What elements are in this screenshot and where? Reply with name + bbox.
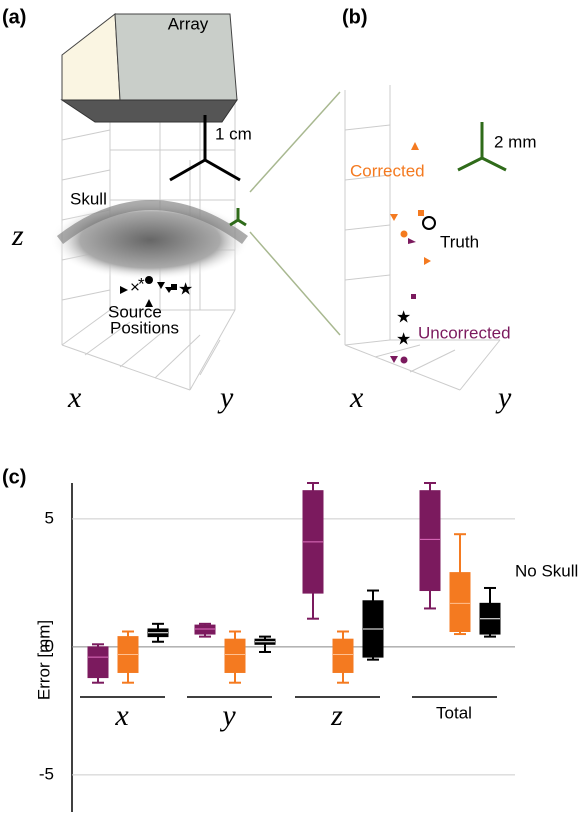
source-label: Source: [108, 302, 162, 321]
scale-bar: [457, 122, 507, 172]
box: [224, 638, 246, 673]
truth-marker: [422, 216, 436, 230]
corrected-markers: ★: [390, 142, 431, 326]
svg-text:★: ★: [396, 329, 411, 348]
axis-label: z: [11, 219, 24, 252]
panel-label: (b): [342, 6, 368, 28]
zoom-marker: [229, 208, 247, 227]
skull-image: [50, 200, 250, 280]
axis-label: y: [495, 381, 512, 414]
group-label: z: [330, 699, 343, 732]
group-label: Total: [436, 703, 472, 722]
svg-text:★: ★: [396, 307, 411, 326]
group-label: x: [114, 699, 129, 732]
svg-text:×: ×: [130, 277, 140, 296]
box: [332, 638, 354, 673]
corrected-label: Corrected: [350, 161, 425, 180]
y-tick-label: 5: [45, 508, 54, 527]
panel-label: (c): [2, 466, 26, 488]
annotation: No Skull: [515, 561, 578, 580]
panel-label: (a): [2, 6, 26, 28]
scale-label: 1 cm: [215, 124, 252, 143]
scale-bar: [169, 115, 241, 182]
box: [194, 624, 216, 635]
y-tick-label: -5: [39, 764, 54, 783]
box: [419, 490, 441, 592]
array-label: Array: [168, 14, 209, 33]
source-label: Positions: [110, 318, 179, 337]
truth-label: Truth: [440, 232, 479, 251]
uncorrected-markers: ★: [390, 238, 416, 364]
uncorrected-label: Uncorrected: [418, 323, 511, 342]
box: [449, 572, 471, 632]
y-axis-label: Error [mm]: [34, 620, 53, 700]
box: [87, 646, 109, 679]
skull-label: Skull: [70, 189, 107, 208]
axis-label: x: [349, 381, 364, 414]
panel-b: (b) 2 mm Corrected Truth Uncorrected ★ ★…: [342, 6, 537, 414]
scale-label: 2 mm: [494, 132, 537, 151]
y-tick-label: 0: [45, 636, 54, 655]
svg-text:*: *: [138, 274, 145, 293]
axis-label: y: [217, 381, 234, 414]
axis-label: x: [67, 381, 82, 414]
panel-c: (c) Error [mm] -5 0 5 x y z Total No Skull: [2, 466, 578, 812]
grid-box: [344, 85, 501, 391]
group-label: y: [219, 699, 236, 732]
source-markers: ×* ★: [120, 274, 193, 307]
panel-a: (a) Array 1 cm Skull z ×* ★ Source: [2, 6, 341, 414]
svg-text:★: ★: [178, 279, 193, 298]
